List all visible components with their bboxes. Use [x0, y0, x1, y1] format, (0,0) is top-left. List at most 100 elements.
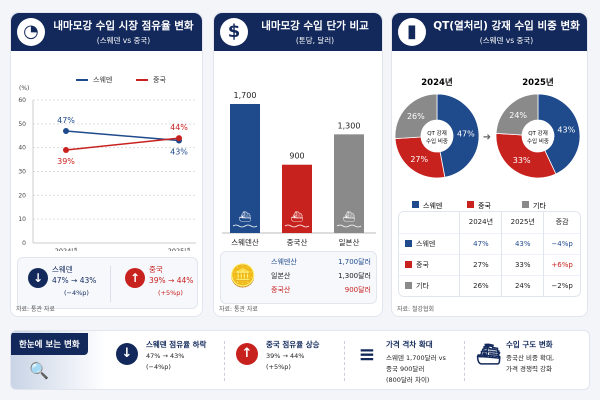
- legend-swatch: [467, 201, 474, 208]
- table-cell: 24%: [501, 275, 544, 296]
- share-table-box: 2024년 2025년 증감 스웨덴 47% 43% −4%p 중국 27% 33% +6%p 기타 2…: [398, 211, 581, 297]
- source-note: 자료: 통관 자료: [16, 306, 55, 313]
- series-line: [65, 130, 180, 142]
- pie-chart-icon: ◔: [17, 18, 45, 46]
- summary-item-line1: 39% → 44%: [266, 352, 305, 360]
- donut-center-label: 수입 비중: [426, 137, 448, 145]
- summary-item-title: 수입 구도 변화: [506, 340, 553, 349]
- legend-label: 중국: [153, 76, 166, 84]
- price-legend-box: 🪙 스웨덴산 1,700달러 일본산 1,300달러 중국산 900달러: [220, 251, 377, 304]
- wave-icon: [336, 224, 362, 228]
- source-note: 자료: 통관 자료: [219, 306, 258, 313]
- bar-value-label: 1,300: [338, 121, 361, 130]
- table-cell: 33%: [501, 254, 544, 275]
- data-label: 39%: [57, 157, 75, 166]
- table-row: 중국 27% 33% +6%p: [399, 254, 580, 275]
- price-legend-row: 스웨덴산 1,700달러: [271, 257, 371, 271]
- donut-center-label: QT 강재: [427, 129, 447, 137]
- data-label: 44%: [170, 123, 188, 132]
- table-cell: 47%: [459, 233, 502, 254]
- table-header-cell: 증감: [543, 212, 580, 233]
- cell-text: +6%p: [551, 260, 573, 269]
- legend-label: 중국: [478, 202, 491, 210]
- slice-label: 27%: [410, 155, 428, 164]
- arrow-up-icon: ↑: [125, 268, 145, 288]
- summary-item-title: 스웨덴 점유율 하락: [146, 340, 207, 349]
- donut-slice: [495, 93, 539, 136]
- origin-label: 일본산: [271, 272, 291, 280]
- table-cell: −4%p: [543, 233, 580, 254]
- y-axis-unit: (%): [19, 85, 29, 92]
- bar-chart: 1,700 ⛴ 스웨덴산 900 ⛴ 중국산 1,300 ⛴ 일본산: [222, 91, 376, 247]
- panel-header: ◔ 내마모강 수입 시장 점유율 변화 (스웨덴 vs 중국): [11, 13, 202, 51]
- panel-subtitle: (스웨덴 vs 중국): [479, 36, 534, 45]
- summary-item-title: 가격 격차 확대: [386, 340, 433, 349]
- table-cell: 26%: [459, 275, 502, 296]
- cell-text: 27%: [473, 260, 489, 269]
- summary-item: ↓ 스웨덴 점유율 하락 47% → 43% (−4%p): [116, 339, 226, 383]
- china-delta: (+5%p): [158, 289, 183, 297]
- summary-item-line1: 47% → 43%: [146, 352, 185, 360]
- y-tick-label: 40: [18, 145, 26, 152]
- market-share-panel: ◔ 내마모강 수입 시장 점유율 변화 (스웨덴 vs 중국) (%) 0 10 20…: [10, 12, 203, 317]
- table-cell: 43%: [501, 233, 544, 254]
- table-row: 기타 26% 24% −2%p: [399, 275, 580, 296]
- legend-label: 스웨덴: [93, 75, 112, 84]
- cell-text: 43%: [514, 239, 531, 248]
- panel-header: ▮ QT(열처리) 강재 수입 비중 변화 (스웨덴 vs 중국): [392, 13, 587, 51]
- y-tick-label: 30: [18, 169, 26, 176]
- summary-item-line2: 가격 경쟁력 강화: [506, 365, 552, 373]
- table-cell: 기타: [399, 275, 460, 296]
- data-label: 47%: [57, 116, 75, 125]
- series-line: [65, 137, 180, 151]
- panel-subtitle: (톤당, 달러): [295, 36, 335, 45]
- y-tick-label: 10: [18, 216, 26, 223]
- panel-title: 내마모강 수입 시장 점유율 변화: [53, 20, 194, 32]
- slice-label: 24%: [509, 111, 527, 120]
- donut-year-title: 2024년: [421, 77, 453, 88]
- line-chart: (%) 0 10 20 30 40 50 60 2024년 2025년 스웨덴 47% 43% 중국 39%…: [18, 75, 196, 251]
- data-label: 43%: [170, 148, 188, 157]
- legend-label: 스웨덴: [423, 201, 442, 210]
- summary-item-line2: (+5%p): [266, 363, 291, 371]
- origin-label: 중국산: [271, 286, 291, 294]
- arrow-up-icon: ↑: [236, 343, 258, 365]
- summary-item-line1: 스웨덴 1,700달러 vs: [386, 354, 446, 362]
- data-point: [63, 127, 69, 134]
- y-tick-label: 0: [22, 240, 26, 247]
- cell-text: 33%: [514, 260, 531, 269]
- bar-category-label: 스웨덴산: [231, 237, 259, 247]
- source-note: 자료: 철강협회: [397, 306, 435, 313]
- legend-swatch: [522, 201, 529, 208]
- arrow-down-icon: ↓: [116, 343, 138, 365]
- coins-icon: 🪙: [229, 264, 257, 289]
- panel-header: $ 내마모강 수입 단가 비교 (톤당, 달러): [214, 13, 382, 51]
- data-point: [176, 135, 182, 142]
- ship-icon: ⛴: [343, 211, 356, 223]
- summary-item-line3: (800달러 차이): [386, 376, 430, 384]
- legend-swatch: [405, 261, 412, 268]
- cell-text: 26%: [473, 281, 489, 290]
- divider: [344, 341, 345, 381]
- panel-title: QT(열처리) 강재 수입 비중 변화: [433, 20, 580, 32]
- legend-swatch: [405, 240, 412, 247]
- table-cell: 스웨덴: [399, 233, 460, 254]
- share-table: 2024년 2025년 증감 스웨덴 47% 43% −4%p 중국 27% 33% +6%p 기타 2…: [399, 212, 580, 296]
- sweden-delta: (−4%p): [64, 289, 89, 297]
- summary-label: 한눈에 보는 변화: [11, 333, 88, 355]
- dollar-icon: $: [220, 18, 248, 46]
- donut-center-label: QT 강재: [528, 129, 548, 137]
- legend-swatch: [405, 282, 412, 290]
- magnifier-icon: 🔍: [29, 361, 49, 380]
- arrow-down-icon: ↓: [28, 268, 48, 288]
- legend-swatch: [412, 201, 419, 208]
- sweden-change: 47% → 43%: [52, 276, 97, 285]
- table-row: 스웨덴 47% 43% −4%p: [399, 233, 580, 254]
- cell-text: −4%p: [551, 239, 573, 248]
- bar-category-label: 일본산: [339, 237, 360, 247]
- x-tick-label: 2024년: [55, 246, 78, 251]
- y-tick-label: 50: [18, 121, 26, 128]
- arrow-right-icon: ➜: [483, 132, 491, 143]
- y-tick-label: 20: [18, 192, 26, 199]
- donut-year-title: 2025년: [522, 77, 554, 88]
